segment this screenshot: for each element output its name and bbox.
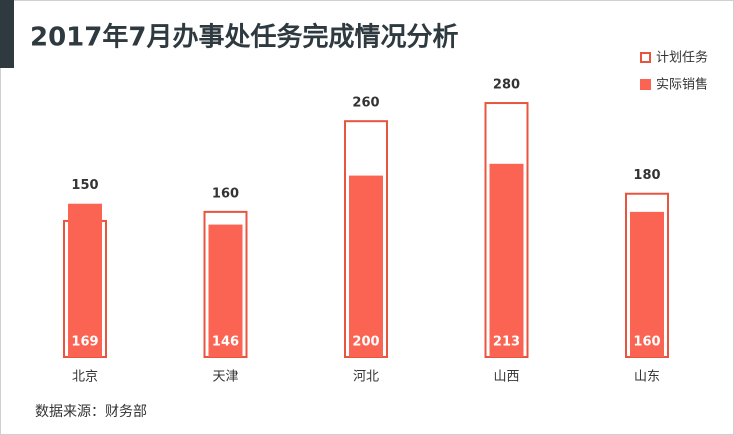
actual-value-label: 213 (493, 335, 520, 350)
actual-value-label: 146 (212, 335, 239, 350)
x-tick-label: 天津 (212, 370, 238, 385)
legend-label: 计划任务 (656, 50, 708, 66)
legend-swatch (640, 52, 651, 63)
plan-value-label: 260 (352, 96, 379, 111)
source-note: 数据来源：财务部 (35, 404, 147, 420)
legend-label: 实际销售 (656, 77, 708, 93)
actual-bar (68, 203, 102, 357)
actual-value-label: 169 (71, 335, 98, 350)
actual-bar (630, 211, 664, 357)
plan-value-label: 150 (71, 178, 98, 193)
plan-value-label: 180 (633, 168, 660, 183)
actual-bar (489, 163, 524, 357)
x-tick-label: 北京 (72, 370, 98, 385)
title-accent (0, 0, 14, 68)
legend-swatch (640, 79, 651, 90)
actual-bar (349, 175, 383, 357)
x-tick-label: 山西 (493, 370, 519, 385)
actual-value-label: 200 (352, 335, 379, 350)
plan-value-label: 280 (493, 78, 520, 93)
actual-bar (208, 224, 243, 357)
plan-value-label: 160 (212, 186, 239, 201)
chart-title: 2017年7月办事处任务完成情况分析 (30, 22, 458, 53)
x-tick-label: 山东 (634, 370, 660, 385)
x-tick-label: 河北 (353, 370, 379, 385)
actual-value-label: 160 (633, 335, 660, 350)
